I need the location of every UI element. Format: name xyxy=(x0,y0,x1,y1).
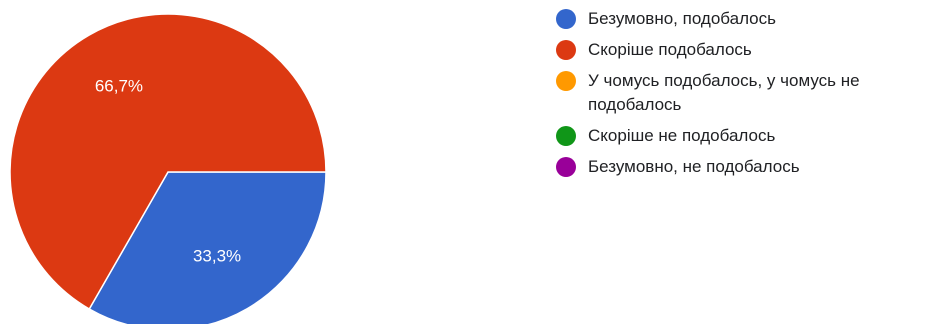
pie-slice xyxy=(9,13,327,311)
legend-swatch-icon xyxy=(556,9,576,29)
legend-item[interactable]: У чомусь подобалось, у чомусь не подобал… xyxy=(556,71,928,117)
legend-swatch-icon xyxy=(556,157,576,177)
legend-item[interactable]: Скоріше не подобалось xyxy=(556,126,928,148)
pie-chart: 33,3% 66,7% xyxy=(9,13,327,324)
legend-label: Скоріше не подобалось xyxy=(588,126,776,145)
legend-label: Безумовно, подобалось xyxy=(588,9,776,28)
slice-percent-label: 66,7% xyxy=(95,77,143,96)
legend-swatch-icon xyxy=(556,71,576,91)
legend-item[interactable]: Безумовно, не подобалось xyxy=(556,157,928,179)
legend-label: Скоріше подобалось xyxy=(588,40,752,59)
legend-swatch-icon xyxy=(556,126,576,146)
legend-swatch-icon xyxy=(556,40,576,60)
pie-slice xyxy=(88,171,327,324)
legend-label: У чомусь подобалось, у чомусь не подобал… xyxy=(588,71,860,114)
legend: Безумовно, подобалось Скоріше подобалось У… xyxy=(556,9,928,188)
legend-item[interactable]: Безумовно, подобалось xyxy=(556,9,928,31)
slice-percent-label: 33,3% xyxy=(193,246,241,265)
legend-label: Безумовно, не подобалось xyxy=(588,157,800,176)
legend-item[interactable]: Скоріше подобалось xyxy=(556,40,928,62)
